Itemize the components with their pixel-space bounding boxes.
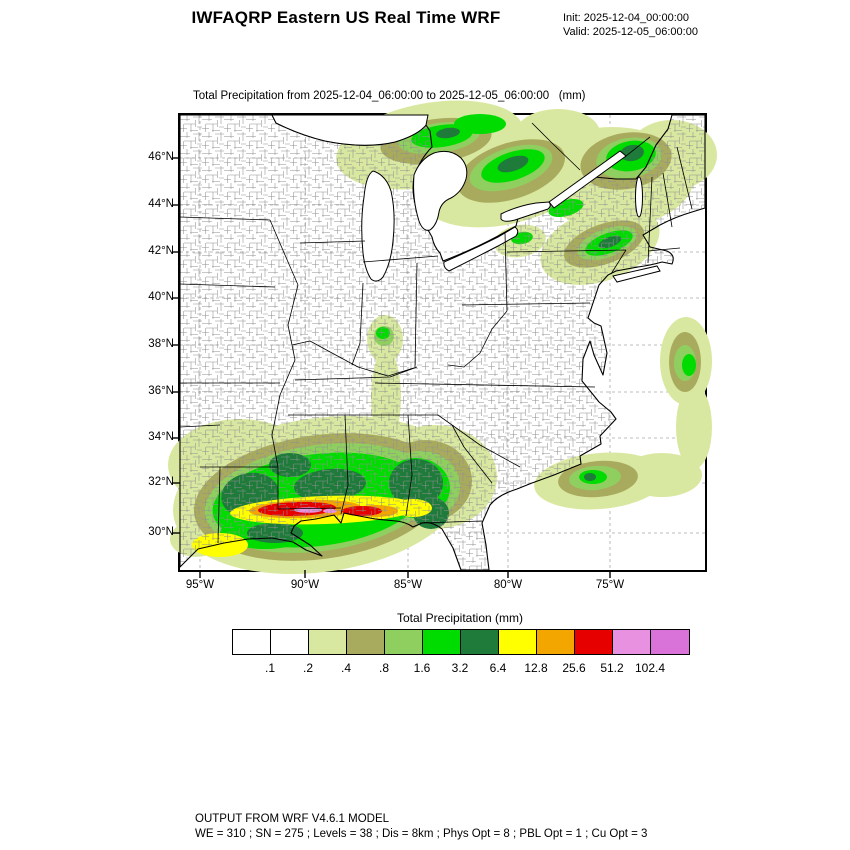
x-axis-label: 75°W [595, 579, 625, 591]
colorbar-tick-label: 12.8 [524, 661, 548, 675]
x-axis-label: 90°W [290, 579, 320, 591]
colorbar-tick-label: 3.2 [451, 661, 469, 675]
footer-line-2: WE = 310 ; SN = 275 ; Levels = 38 ; Dis … [195, 828, 648, 840]
y-axis-label: 46°N [148, 151, 174, 163]
lake-superior [271, 114, 429, 146]
page-title: IWFAQRP Eastern US Real Time WRF [191, 8, 501, 27]
colorbar-cell [233, 630, 271, 654]
x-axis-label: 80°W [493, 579, 523, 591]
y-axis-label: 30°N [148, 526, 174, 538]
lake-huron [413, 150, 468, 231]
colorbar-cell [423, 630, 461, 654]
lake-michigan [361, 170, 395, 282]
colorbar-cell [309, 630, 347, 654]
run-times: Init: 2025-12-04_00:00:00 Valid: 2025-12… [563, 11, 698, 39]
precipitation-map [168, 100, 717, 578]
x-axis-label: 85°W [393, 579, 423, 591]
colorbar-tick-label: .4 [340, 661, 352, 675]
us-landmass-county-texture [179, 114, 706, 571]
colorbar-tick-label: 6.4 [489, 661, 507, 675]
valid-time-label: Valid: 2025-12-05_06:00:00 [563, 26, 698, 38]
y-axis-label: 32°N [148, 476, 174, 488]
colorbar-tick-label: 25.6 [562, 661, 586, 675]
colorbar-cell [575, 630, 613, 654]
axis-ticks [172, 157, 611, 578]
y-axis-label: 36°N [148, 385, 174, 397]
y-axis-label: 40°N [148, 291, 174, 303]
colorbar-title: Total Precipitation (mm) [396, 611, 524, 625]
y-axis-label: 34°N [148, 431, 174, 443]
lake-champlain [635, 176, 643, 218]
y-axis-label: 42°N [148, 245, 174, 257]
colorbar-tick-label: 102.4 [634, 661, 666, 675]
model-footer: OUTPUT FROM WRF V4.6.1 MODEL WE = 310 ; … [195, 812, 647, 842]
colorbar-cell [613, 630, 651, 654]
lake-ontario [500, 201, 551, 222]
colorbar-tick-label: .2 [302, 661, 314, 675]
great-lakes [271, 114, 661, 283]
state-borders [179, 146, 693, 544]
lake-erie [443, 226, 519, 272]
colorbar-cell [537, 630, 575, 654]
colorbar-cell [651, 630, 689, 654]
colorbar [232, 629, 690, 655]
init-time-label: Init: 2025-12-04_00:00:00 [563, 12, 689, 24]
colorbar-cell [499, 630, 537, 654]
plot-subtitle: Total Precipitation from 2025-12-04_06:0… [193, 90, 586, 102]
colorbar-cell [385, 630, 423, 654]
colorbar-tick-label: 1.6 [413, 661, 431, 675]
colorbar-tick-label: 51.2 [600, 661, 624, 675]
colorbar-tick-label: .1 [264, 661, 276, 675]
colorbar-cell [271, 630, 309, 654]
long-island [612, 265, 661, 283]
colorbar-cell [347, 630, 385, 654]
canada-boundary-lines [531, 122, 651, 171]
y-axis-label: 44°N [148, 198, 174, 210]
colorbar-tick-label: .8 [378, 661, 390, 675]
map-frame [168, 100, 717, 578]
x-axis-label: 95°W [185, 579, 215, 591]
footer-line-1: OUTPUT FROM WRF V4.6.1 MODEL [195, 813, 390, 825]
y-axis-label: 38°N [148, 338, 174, 350]
colorbar-cell [461, 630, 499, 654]
